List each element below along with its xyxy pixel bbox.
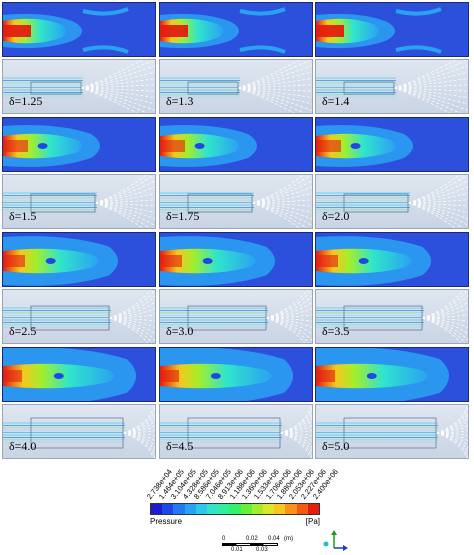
colorbar-segment (240, 504, 252, 514)
panel-delta-label: δ=2.0 (322, 209, 350, 223)
contour-panel: δ=4.5 (159, 347, 313, 459)
colorbar-segment (173, 504, 185, 514)
streamline-plot: δ=2.5 (2, 289, 156, 344)
length-scale-bar: 0 0.02 0.04 (m) 0.01 0.03 (222, 536, 322, 554)
pressure-contour-plot (159, 117, 313, 172)
contour-panel: δ=1.25 (2, 2, 156, 114)
axis-triad-icon (323, 530, 348, 551)
pressure-contour-plot (159, 232, 313, 287)
colorbar-segment (229, 504, 241, 514)
scale-tick-002: 0.02 (246, 536, 258, 542)
colorbar-segment (207, 504, 219, 514)
pressure-contour-plot (315, 232, 469, 287)
scale-tick-0: 0 (222, 536, 226, 542)
scale-tick-001: 0.01 (231, 547, 243, 553)
pressure-contour-plot (315, 2, 469, 57)
streamline-plot: δ=3.5 (315, 289, 469, 344)
streamline-plot: δ=1.4 (315, 59, 469, 114)
pressure-contour-plot (2, 2, 156, 57)
streamline-plot: δ=1.75 (159, 174, 313, 229)
streamline-plot: δ=1.3 (159, 59, 313, 114)
streamline-plot: δ=3.0 (159, 289, 313, 344)
streamline-plot: δ=1.25 (2, 59, 156, 114)
scale-bar-graphic (222, 543, 278, 546)
contour-panel: δ=1.4 (315, 2, 469, 114)
legend-title: Pressure (150, 517, 183, 526)
pressure-contour-plot (315, 347, 469, 402)
panel-delta-label: δ=1.4 (322, 94, 350, 108)
panel-delta-label: δ=4.5 (166, 439, 194, 453)
colorbar-segment (307, 504, 320, 514)
colorbar-segment (274, 504, 286, 514)
legend-unit: [Pa] (305, 517, 320, 526)
contour-panel: δ=4.0 (2, 347, 156, 459)
colorbar-segment (162, 504, 174, 514)
panel-delta-label: δ=4.0 (9, 439, 37, 453)
pressure-contour-plot (2, 232, 156, 287)
colorbar-segment (218, 504, 230, 514)
contour-figure-grid: δ=1.25 δ=1.3 (2, 2, 470, 459)
contour-panel: δ=3.0 (159, 232, 313, 344)
panel-delta-label: δ=1.3 (166, 94, 194, 108)
pressure-legend: Pressure [Pa] 2.738e+04 1.464e+05 3.104e+0… (145, 462, 340, 532)
contour-panel: δ=2.0 (315, 117, 469, 229)
colorbar-segment (184, 504, 196, 514)
panel-delta-label: δ=1.75 (166, 209, 200, 223)
colorbar-segment (195, 504, 208, 514)
pressure-contour-plot (2, 347, 156, 402)
pressure-contour-plot (159, 347, 313, 402)
panel-delta-label: δ=5.0 (322, 439, 350, 453)
contour-panel: δ=1.75 (159, 117, 313, 229)
pressure-contour-plot (159, 2, 313, 57)
colorbar-segment (151, 504, 163, 514)
scale-tick-004: 0.04 (268, 536, 280, 542)
contour-panel: δ=1.3 (159, 2, 313, 114)
streamline-plot: δ=1.5 (2, 174, 156, 229)
colorbar-segment (285, 504, 297, 514)
panel-delta-label: δ=1.5 (9, 209, 37, 223)
panel-delta-label: δ=1.25 (9, 94, 43, 108)
pressure-contour-plot (2, 117, 156, 172)
streamline-plot: δ=4.5 (159, 404, 313, 459)
contour-panel: δ=5.0 (315, 347, 469, 459)
scale-tick-003: 0.03 (256, 547, 268, 553)
colorbar-segment (296, 504, 308, 514)
panel-delta-label: δ=2.5 (9, 324, 37, 338)
contour-panel: δ=3.5 (315, 232, 469, 344)
colorbar-segment (263, 504, 275, 514)
streamline-plot: δ=2.0 (315, 174, 469, 229)
contour-panel: δ=1.5 (2, 117, 156, 229)
panel-delta-label: δ=3.0 (166, 324, 194, 338)
pressure-contour-plot (315, 117, 469, 172)
colorbar-segment (251, 504, 264, 514)
pressure-colorbar (150, 503, 320, 515)
scale-unit: (m) (284, 536, 293, 542)
contour-panel: δ=2.5 (2, 232, 156, 344)
streamline-plot: δ=5.0 (315, 404, 469, 459)
streamline-plot: δ=4.0 (2, 404, 156, 459)
panel-delta-label: δ=3.5 (322, 324, 350, 338)
